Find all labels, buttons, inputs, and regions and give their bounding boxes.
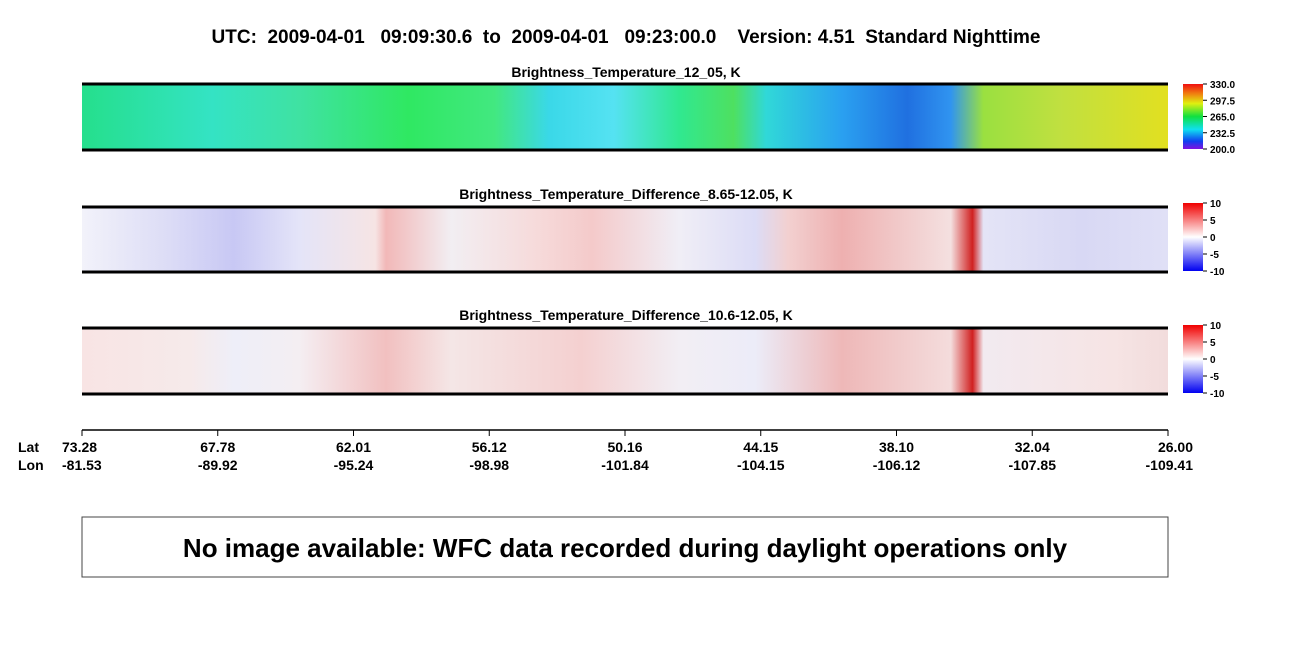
image-strip — [82, 328, 1168, 394]
colorbar-tick-label: -5 — [1210, 250, 1219, 261]
lon-label: -104.15 — [737, 457, 785, 473]
lon-label: -107.85 — [1009, 457, 1057, 473]
lon-label: -109.41 — [1146, 457, 1194, 473]
lat-label: 32.04 — [1015, 439, 1050, 455]
image-strip — [82, 207, 1168, 272]
colorbar-tick-label: 10 — [1210, 321, 1222, 332]
colorbar-tick-label: -10 — [1210, 267, 1225, 278]
message-box — [81, 516, 1169, 578]
strip-borders — [82, 82, 1168, 396]
colorbar-tick-label: 200.0 — [1210, 145, 1235, 156]
message: No image available: WFC data recorded du… — [183, 533, 1068, 563]
colorbar-tick-label: 10 — [1210, 199, 1222, 210]
lon-label: -95.24 — [334, 457, 374, 473]
colorbar-tick-label: 5 — [1210, 338, 1216, 349]
colorbar-tick-label: 330.0 — [1210, 80, 1235, 91]
colorbar — [1183, 84, 1203, 149]
lon-label: -89.92 — [198, 457, 238, 473]
colorbar-tick-label: 5 — [1210, 216, 1216, 227]
colorbar-tick-label: 0 — [1210, 355, 1216, 366]
lon-label: -106.12 — [873, 457, 921, 473]
page-title: UTC: 2009-04-01 09:09:30.6 to 2009-04-01… — [212, 27, 1041, 48]
lat-label: 56.12 — [472, 439, 507, 455]
lon-label: -98.98 — [469, 457, 509, 473]
row-label: Lon — [18, 457, 44, 473]
panel-title: Brightness_Temperature_Difference_8.65-1… — [459, 186, 793, 202]
image-strip — [82, 84, 1168, 150]
lon-label: -81.53 — [62, 457, 102, 473]
panel-title: Brightness_Temperature_12_05, K — [511, 64, 740, 80]
lon-label: -101.84 — [601, 457, 649, 473]
colorbar-tick-label: 0 — [1210, 233, 1216, 244]
colorbar-tick-label: 232.5 — [1210, 129, 1235, 140]
colorbar — [1183, 203, 1203, 271]
colorbar-tick-label: 297.5 — [1210, 96, 1235, 107]
colorbar — [1183, 325, 1203, 393]
panel-title: Brightness_Temperature_Difference_10.6-1… — [459, 307, 793, 323]
colorbar-tick-label: -5 — [1210, 372, 1219, 383]
lat-label: 44.15 — [743, 439, 778, 455]
lat-label: 26.00 — [1158, 439, 1193, 455]
colorbar-tick-label: 265.0 — [1210, 113, 1235, 124]
lat-label: 50.16 — [607, 439, 642, 455]
row-label: Lat — [18, 439, 39, 455]
lat-label: 38.10 — [879, 439, 914, 455]
colorbar-tick-label: -10 — [1210, 389, 1225, 400]
lat-label: 67.78 — [200, 439, 235, 455]
lat-label: 73.28 — [62, 439, 97, 455]
lat-label: 62.01 — [336, 439, 371, 455]
